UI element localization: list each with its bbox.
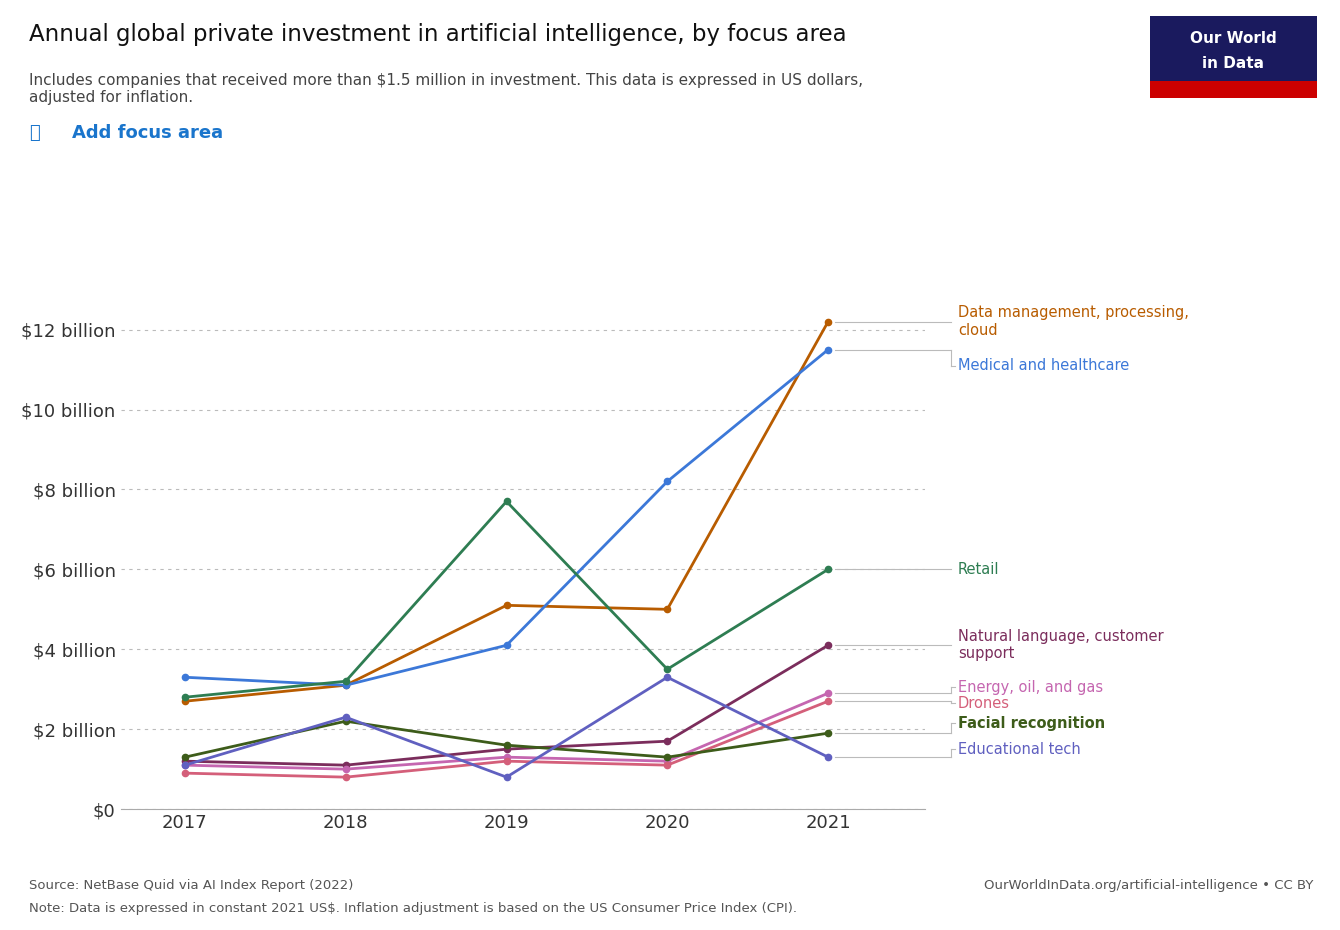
Text: Energy, oil, and gas: Energy, oil, and gas bbox=[958, 680, 1103, 695]
Text: Natural language, customer
support: Natural language, customer support bbox=[958, 629, 1163, 661]
Text: in Data: in Data bbox=[1202, 56, 1265, 71]
Text: OurWorldInData.org/artificial-intelligence • CC BY: OurWorldInData.org/artificial-intelligen… bbox=[984, 879, 1313, 892]
Text: Retail: Retail bbox=[958, 562, 1000, 577]
Text: Drones: Drones bbox=[958, 696, 1010, 711]
Text: Includes companies that received more than $1.5 million in investment. This data: Includes companies that received more th… bbox=[29, 73, 863, 105]
Text: Add focus area: Add focus area bbox=[72, 124, 224, 142]
Text: Educational tech: Educational tech bbox=[958, 741, 1081, 757]
Text: Annual global private investment in artificial intelligence, by focus area: Annual global private investment in arti… bbox=[29, 23, 847, 46]
Text: ➕: ➕ bbox=[29, 124, 40, 142]
Text: Source: NetBase Quid via AI Index Report (2022): Source: NetBase Quid via AI Index Report… bbox=[29, 879, 354, 892]
Text: Medical and healthcare: Medical and healthcare bbox=[958, 358, 1130, 373]
Text: Our World: Our World bbox=[1190, 32, 1277, 46]
Text: Data management, processing,
cloud: Data management, processing, cloud bbox=[958, 305, 1189, 338]
Text: Facial recognition: Facial recognition bbox=[958, 716, 1106, 731]
Text: Note: Data is expressed in constant 2021 US$. Inflation adjustment is based on t: Note: Data is expressed in constant 2021… bbox=[29, 902, 797, 915]
